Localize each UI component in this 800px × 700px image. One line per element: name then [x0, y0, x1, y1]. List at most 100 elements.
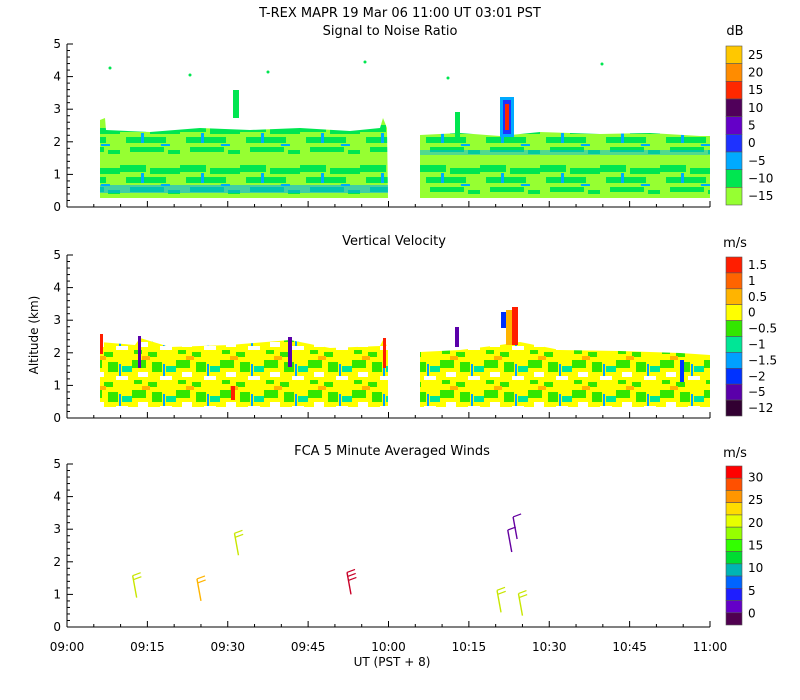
y-tick-label: 4: [53, 490, 61, 504]
x-tick-label: 09:15: [130, 640, 165, 654]
x-tick-label: 10:30: [532, 640, 567, 654]
y-tick-label: 5: [53, 457, 61, 471]
wind-barb: [512, 513, 522, 540]
colorbar-label: −15: [748, 189, 773, 203]
colorbar-swatch: [725, 600, 743, 614]
snr-plume-left: [233, 90, 239, 118]
y-tick-label: 0: [53, 620, 61, 634]
colorbar-swatch: [725, 539, 743, 552]
colorbar-swatch: [725, 304, 743, 321]
colorbar-swatch: [725, 502, 743, 516]
snr-blue-streak-2: [420, 150, 710, 155]
velocity-stripe-dark: [288, 337, 292, 367]
velocity-stripe-red: [383, 338, 386, 368]
y-tick-label: 3: [53, 522, 61, 536]
colorbar-swatch: [725, 575, 743, 589]
colorbar-swatch: [725, 612, 743, 626]
y-tick-label: 3: [53, 313, 61, 327]
snr-blue-streak: [100, 185, 388, 193]
colorbar-swatch: [725, 336, 743, 353]
wind-barbs-layer: [131, 513, 528, 616]
y-tick-label: 4: [53, 281, 61, 295]
colorbar-swatch: [725, 477, 743, 491]
wind-barb: [496, 586, 506, 613]
snr-segment-2: [420, 132, 710, 198]
colorbar-swatch: [725, 169, 743, 188]
x-tick-label: 10:45: [612, 640, 647, 654]
velocity-segment-1: [100, 338, 388, 407]
x-tick-label: 10:00: [371, 640, 406, 654]
y-tick-label: 2: [53, 346, 61, 360]
snr-plume-core: [505, 104, 509, 130]
colorbar-swatch: [725, 81, 743, 100]
y-tick-label: 0: [53, 411, 61, 425]
figure-title: T-REX MAPR 19 Mar 06 11:00 UT 03:01 PST: [258, 6, 541, 21]
y-tick-label: 5: [53, 37, 61, 51]
colorbar-label: 20: [748, 66, 763, 80]
colorbar-layer: 25 20 15 10 5 0 −5 −10 −15 1.5 1 0.5 0 −0.5−1 −1.5 −2 −5…: [725, 45, 777, 626]
colorbar-label: 0: [748, 607, 756, 621]
colorbar-label: −0.5: [748, 322, 777, 336]
colorbar-label: −12: [748, 401, 773, 415]
velocity-stripe-red: [100, 334, 103, 354]
colorbar-swatch: [725, 256, 743, 274]
x-axis-label: UT (PST + 8): [354, 655, 431, 669]
x-tick-label: 09:45: [291, 640, 326, 654]
y-tick-label: 1: [53, 587, 61, 601]
panel-title-velocity: Vertical Velocity: [342, 234, 446, 249]
snr-speckle: [266, 70, 270, 74]
colorbar-swatch: [725, 98, 743, 117]
colorbar-swatch: [725, 320, 743, 337]
velocity-plume-orange: [506, 310, 512, 345]
colorbar-label: 1: [748, 274, 756, 288]
snr-data-layer: [100, 60, 710, 198]
colorbar-swatch: [725, 514, 743, 528]
colorbar-label: −5: [748, 385, 766, 399]
colorbar-swatch: [725, 399, 743, 417]
y-tick-label: 2: [53, 135, 61, 149]
wind-barb: [517, 590, 528, 616]
colorbar-swatch: [725, 367, 743, 385]
colorbar-label: −1: [748, 337, 766, 351]
colorbar-swatch: [725, 383, 743, 401]
wind-barb: [346, 568, 357, 595]
colorbar-label: 15: [748, 539, 763, 553]
colorbar-swatch: [725, 352, 743, 369]
colorbar-label: 15: [748, 83, 763, 97]
wind-barb: [233, 529, 244, 556]
panel-title-snr: Signal to Noise Ratio: [323, 24, 458, 39]
velocity-data-layer: [100, 307, 710, 407]
colorbar-units-winds: m/s: [723, 446, 747, 461]
colorbar-swatch: [725, 45, 743, 64]
axes-layer: 0 1 2 3 4 5 0 1 2 3 4 5 0 1 2 3 4 5 09:00 09:15 09:30 09:45 10…: [50, 37, 728, 654]
colorbar-label: 5: [748, 584, 756, 598]
y-tick-label: 1: [53, 167, 61, 181]
colorbar-label: 1.5: [748, 258, 767, 272]
colorbar-label: 20: [748, 516, 763, 530]
colorbar-label: −1.5: [748, 353, 777, 367]
snr-speckle: [188, 73, 192, 77]
colorbar-label: 5: [748, 119, 756, 133]
velocity-segment-2: [420, 342, 710, 407]
velocity-stripe-dark: [138, 336, 141, 368]
velocity-blob-blue: [680, 360, 684, 382]
velocity-plume-violet: [455, 327, 459, 347]
y-tick-label: 3: [53, 102, 61, 116]
y-axis-label: Altitude (km): [27, 296, 41, 375]
colorbar-swatch: [725, 63, 743, 82]
colorbar-swatch: [725, 134, 743, 153]
velocity-plume-blue: [501, 312, 506, 328]
colorbar-swatch: [725, 490, 743, 503]
wind-barb: [196, 575, 206, 602]
colorbar-units-snr: dB: [726, 24, 743, 39]
snr-speckle: [600, 62, 604, 66]
colorbar-swatch: [725, 272, 743, 290]
wind-barb: [131, 572, 142, 598]
colorbar-swatch: [725, 288, 743, 305]
colorbar-label: 0.5: [748, 290, 767, 304]
y-tick-label: 4: [53, 70, 61, 84]
colorbar-swatch: [725, 465, 743, 479]
x-tick-label: 10:15: [452, 640, 487, 654]
colorbar-label: 25: [748, 493, 763, 507]
